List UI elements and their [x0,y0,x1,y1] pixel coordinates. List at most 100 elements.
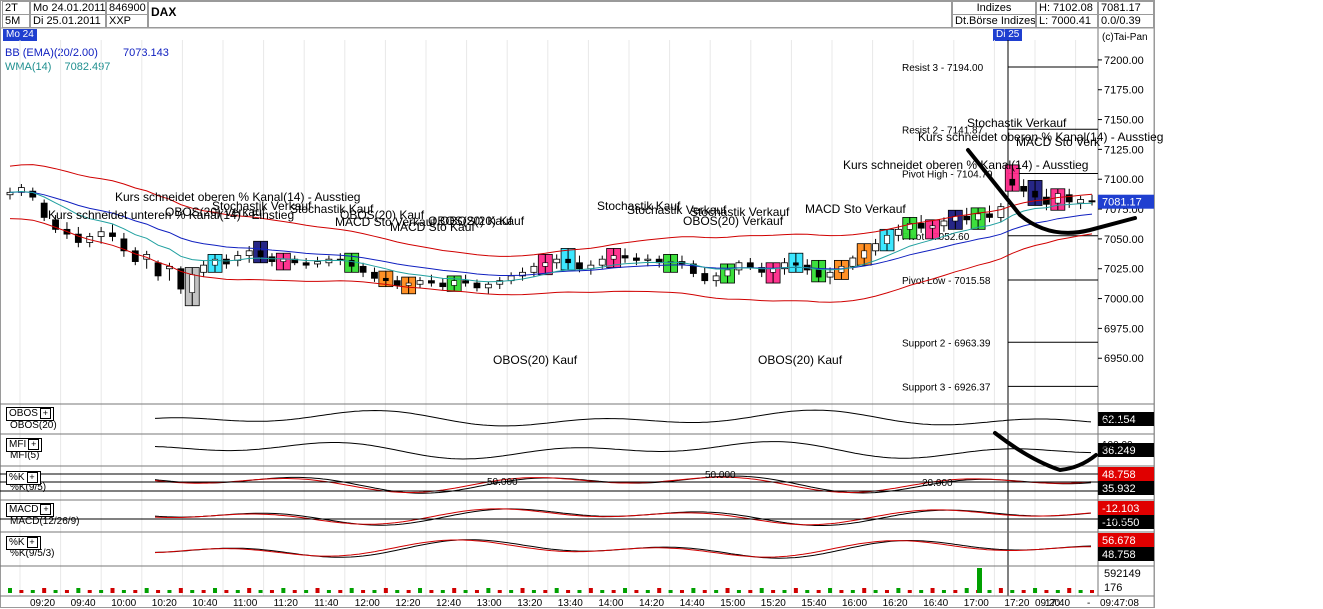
volume-bar [418,588,423,593]
volume-bar [645,590,650,593]
candle-body [359,265,367,273]
volume-bar [486,588,491,593]
signal-line [154,508,1092,526]
volume-spike [977,568,982,593]
candle-body [997,206,1005,218]
candle-body [1020,185,1028,192]
mfi-panel-label[interactable]: MFI + [6,438,43,453]
candle-body [1043,196,1050,205]
volume-bar [896,588,901,593]
x-tick-label: 15:20 [761,598,786,609]
period-bottom[interactable]: 5M [2,14,30,28]
y-tick-label: 7125.00 [1104,144,1144,156]
obos-panel-label[interactable]: OBOS + [6,407,54,422]
volume-bar [543,590,548,593]
plus-icon[interactable]: + [26,537,38,548]
volume-bar [691,588,696,593]
plus-icon[interactable]: + [39,408,51,419]
volume-bar [1090,590,1094,593]
indicator-value: 48.758 [1102,469,1136,481]
signal-annotation: OBOS(20) Kauf [340,208,425,222]
volume-bar [452,588,457,593]
subpanel-name: OBOS(20) [10,420,57,431]
volume-bar [440,590,445,593]
volume-bar [634,590,639,593]
volume-bar [383,588,388,593]
indicator-level: 0.000 [1102,514,1127,525]
volume-bar [64,590,69,593]
candle-body [940,220,948,227]
x-tick-label: 14:40 [680,598,705,609]
volume-bar [1078,590,1083,593]
plus-icon[interactable]: + [26,472,38,483]
volume-bar [850,590,855,593]
volume-bar [156,590,161,593]
drawn-curve-mfi [993,431,1098,473]
stoch2-panel-label[interactable]: %K + [6,536,41,551]
candle-body [576,262,583,270]
volume-bar [349,588,354,593]
candle-body [849,257,857,267]
candle-body [131,250,139,262]
bb-value: 7073.143 [122,47,169,59]
wma-line [9,190,1093,283]
volume-bar [930,588,935,593]
candle-body [644,258,652,261]
plus-icon[interactable]: + [28,439,40,450]
candle-body [416,280,424,285]
volume-bar [474,590,479,593]
volume-bar [725,588,730,593]
volume-bar [304,590,309,593]
x-tick-label: 16:00 [842,598,867,609]
indicator-line [154,409,1092,427]
volume-bar [816,590,821,593]
candle-body [393,280,401,286]
indicator-level: 50.000 [705,470,736,481]
candle-body [120,238,128,252]
x-tick-label: 15:40 [801,598,826,609]
x-tick-label: 14:00 [598,598,623,609]
wma-label: WMA(14) [5,61,52,73]
volume-bar [361,590,366,593]
y-tick-label: 7200.00 [1104,55,1144,67]
volume-bar [42,588,47,593]
volume-bar [99,590,104,593]
stoch-panel-label[interactable]: %K + [6,471,41,486]
level-label: Resist 2 - 7141.87 [902,125,984,136]
x-tick-label: 09:20 [30,598,55,609]
plus-icon[interactable]: + [40,504,52,515]
volume-bar [805,590,810,593]
last-value: 7081.17 [1098,1,1154,15]
level-label: Support 3 - 6926.37 [902,382,991,393]
macd-panel-label[interactable]: MACD + [6,503,55,518]
volume-bar [600,590,605,593]
x-tick-label: 17:00 [964,598,989,609]
volume-bar [76,588,81,593]
volume-bar [395,590,400,593]
signal-annotation: Stochastik Kauf [290,202,374,216]
volume-bar [1033,588,1038,593]
level-label: Support 2 - 6963.39 [902,338,991,349]
candle-body [302,262,310,266]
signal-annotation: OBOS(20) Verkauf [683,214,784,228]
volume-bar [406,590,411,593]
volume-bar [623,588,628,593]
x-tick-label: 09:47:08 [1100,598,1139,609]
subpanel-name: %K(9/5/3) [10,548,54,559]
signal-line [154,539,1091,558]
signal-candle-body [906,223,913,230]
candle-body [986,213,993,218]
candle-body [439,282,447,288]
volume-bar [167,590,172,593]
signal-annotation: Stochastik Verkauf [212,199,312,213]
signal-candle-body [1055,193,1061,204]
signal-annotation: Kurs schneidet oberen % Kanal(14) - Auss… [115,190,360,204]
volume-bar [531,590,536,593]
volume-bar [201,590,206,593]
lower-band [9,218,1093,303]
volume-value: 592149 [1104,568,1141,580]
wma-legend: WMA(14) 7082.497 [5,61,110,73]
day-tag-left: Mo 24 [3,29,37,41]
volume-bar [269,590,274,593]
volume-bar [657,588,662,593]
